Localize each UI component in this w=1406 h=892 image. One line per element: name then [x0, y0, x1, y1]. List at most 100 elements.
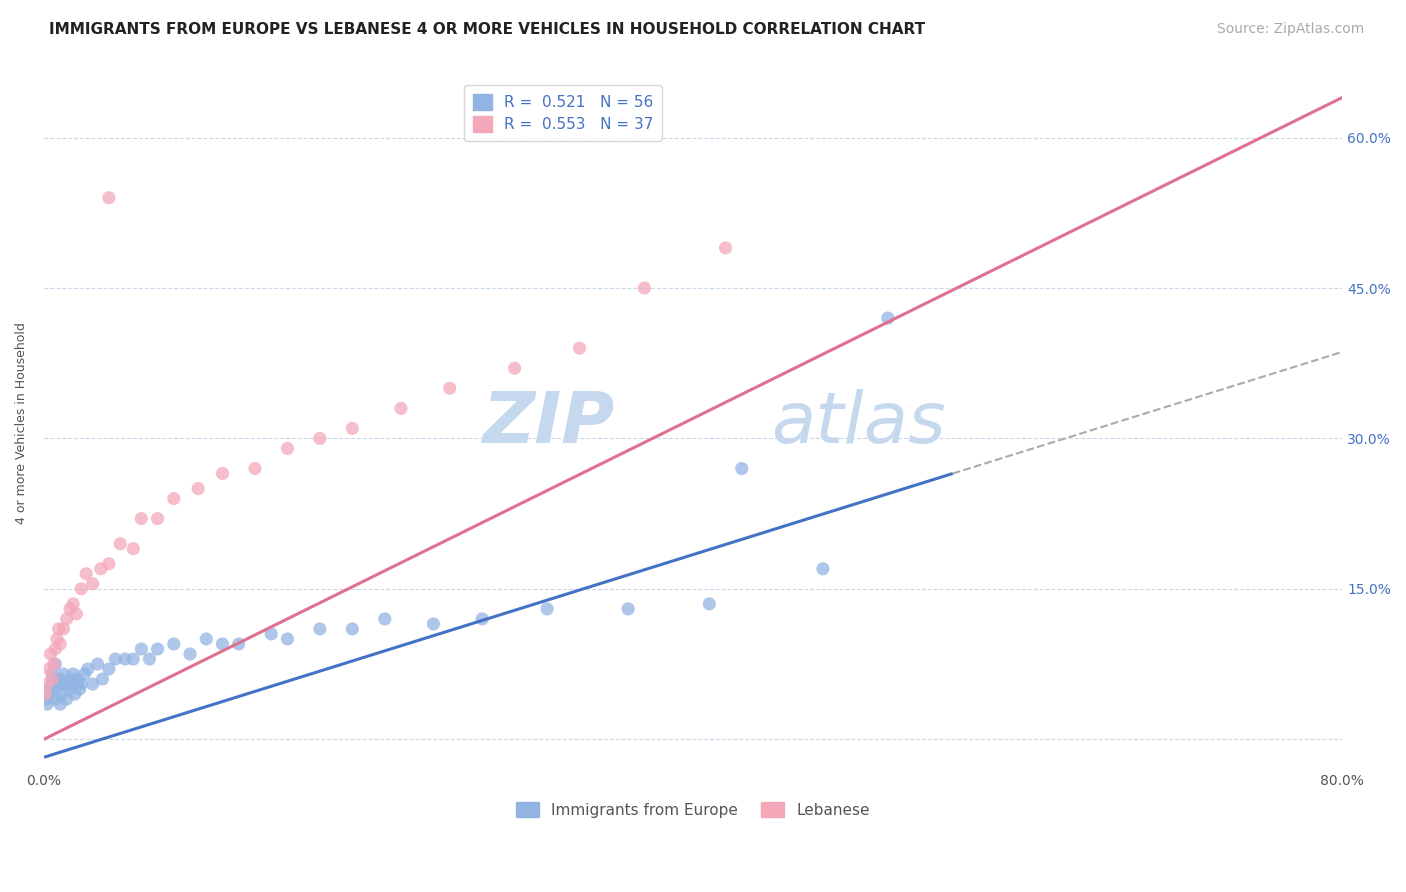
Point	[46, 682, 69, 697]
Point	[422, 616, 444, 631]
Point	[46, 632, 69, 646]
Point	[471, 612, 494, 626]
Point	[49, 697, 72, 711]
Point	[82, 576, 104, 591]
Text: IMMIGRANTS FROM EUROPE VS LEBANESE 4 OR MORE VEHICLES IN HOUSEHOLD CORRELATION C: IMMIGRANTS FROM EUROPE VS LEBANESE 4 OR …	[49, 22, 925, 37]
Point	[73, 667, 96, 681]
Point	[42, 672, 65, 686]
Point	[104, 652, 127, 666]
Point	[211, 637, 233, 651]
Point	[146, 511, 169, 525]
Point	[65, 607, 87, 621]
Point	[163, 491, 186, 506]
Point	[42, 657, 65, 671]
Text: atlas: atlas	[770, 389, 946, 458]
Point	[44, 642, 66, 657]
Point	[568, 341, 591, 355]
Text: Source: ZipAtlas.com: Source: ZipAtlas.com	[1216, 22, 1364, 37]
Point	[62, 597, 84, 611]
Point	[97, 557, 120, 571]
Point	[58, 677, 80, 691]
Point	[70, 677, 93, 691]
Point	[179, 647, 201, 661]
Point	[65, 677, 87, 691]
Point	[63, 687, 86, 701]
Point	[59, 682, 82, 697]
Point	[114, 652, 136, 666]
Legend: Immigrants from Europe, Lebanese: Immigrants from Europe, Lebanese	[510, 796, 876, 824]
Point	[44, 657, 66, 671]
Point	[55, 692, 77, 706]
Point	[308, 431, 330, 445]
Point	[90, 562, 112, 576]
Point	[211, 467, 233, 481]
Point	[389, 401, 412, 416]
Point	[41, 677, 63, 691]
Point	[86, 657, 108, 671]
Point	[52, 667, 75, 681]
Point	[97, 191, 120, 205]
Y-axis label: 4 or more Vehicles in Household: 4 or more Vehicles in Household	[15, 322, 28, 524]
Point	[122, 541, 145, 556]
Point	[39, 687, 62, 701]
Point	[146, 642, 169, 657]
Point	[39, 647, 62, 661]
Point	[59, 602, 82, 616]
Point	[163, 637, 186, 651]
Point	[876, 311, 898, 326]
Point	[69, 682, 91, 697]
Point	[342, 622, 364, 636]
Point	[617, 602, 640, 616]
Point	[38, 682, 60, 697]
Point	[195, 632, 218, 646]
Point	[699, 597, 721, 611]
Point	[187, 482, 209, 496]
Point	[342, 421, 364, 435]
Point	[44, 692, 66, 706]
Point	[228, 637, 250, 651]
Point	[76, 662, 98, 676]
Point	[260, 627, 283, 641]
Point	[38, 662, 60, 676]
Point	[633, 281, 655, 295]
Point	[276, 442, 298, 456]
Point	[37, 697, 59, 711]
Point	[276, 632, 298, 646]
Text: ZIP: ZIP	[484, 389, 616, 458]
Point	[243, 461, 266, 475]
Point	[48, 622, 70, 636]
Point	[41, 672, 63, 686]
Point	[37, 677, 59, 691]
Point	[82, 677, 104, 691]
Point	[731, 461, 754, 475]
Point	[503, 361, 526, 376]
Point	[714, 241, 737, 255]
Point	[70, 582, 93, 596]
Point	[91, 672, 114, 686]
Point	[122, 652, 145, 666]
Point	[811, 562, 834, 576]
Point	[49, 637, 72, 651]
Point	[34, 692, 56, 706]
Point	[62, 667, 84, 681]
Point	[34, 687, 56, 701]
Point	[51, 687, 73, 701]
Point	[131, 511, 153, 525]
Point	[536, 602, 558, 616]
Point	[131, 642, 153, 657]
Point	[67, 672, 90, 686]
Point	[374, 612, 396, 626]
Point	[60, 672, 83, 686]
Point	[55, 612, 77, 626]
Point	[49, 672, 72, 686]
Point	[439, 381, 461, 395]
Point	[53, 677, 76, 691]
Point	[52, 622, 75, 636]
Point	[48, 677, 70, 691]
Point	[138, 652, 160, 666]
Point	[110, 537, 132, 551]
Point	[308, 622, 330, 636]
Point	[41, 667, 63, 681]
Point	[75, 566, 97, 581]
Point	[97, 662, 120, 676]
